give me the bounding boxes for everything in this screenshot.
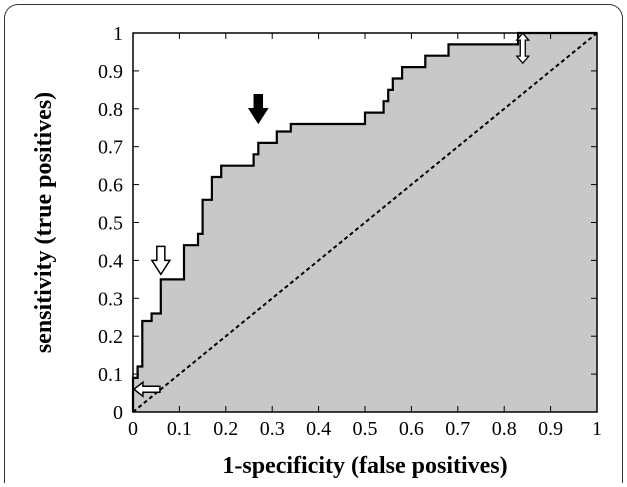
y-tick-labels: 0 0.1 0.2 0.3 0.4 0.5 0.6 0.7 0.8 0.9 1 [98, 23, 123, 424]
x-tick-label: 0.8 [492, 418, 517, 440]
x-tick-label: 0.3 [260, 418, 285, 440]
y-tick-label: 0.1 [98, 364, 123, 386]
figure-frame [4, 4, 623, 483]
y-tick-label: 1 [113, 23, 123, 45]
chart-annotations [132, 32, 531, 398]
chance-diagonal-line [132, 32, 598, 413]
x-tick-label: 0.5 [353, 418, 378, 440]
plot-axes [132, 32, 598, 413]
y-tick-label: 0.6 [98, 175, 123, 197]
x-tick-label: 0.9 [538, 418, 563, 440]
y-axis-title: sensitivity (true positives) [31, 92, 57, 353]
x-tick-label: 0.4 [306, 418, 331, 440]
y-tick-label: 0.2 [98, 326, 123, 348]
y-tick-label: 0.7 [98, 137, 123, 159]
y-tick-label: 0.5 [98, 213, 123, 235]
x-tick-label: 0.7 [445, 418, 470, 440]
x-axis-title: 1-specificity (false positives) [222, 453, 507, 479]
open-down-arrow-icon [150, 245, 172, 276]
roc-curve-line [131, 31, 597, 412]
chart-lines [131, 31, 598, 413]
x-tick-label: 0.2 [213, 418, 238, 440]
x-tick-label: 0.1 [167, 418, 192, 440]
y-tick-label: 0.4 [98, 250, 123, 272]
x-tick-label: 0.6 [399, 418, 424, 440]
open-left-arrow-icon [132, 380, 161, 398]
filled-down-arrow-icon [247, 94, 269, 125]
x-tick-label: 1 [592, 418, 602, 440]
open-up-down-arrow-icon [515, 32, 531, 65]
y-tick-label: 0.9 [98, 61, 123, 83]
y-tick-label: 0.8 [98, 99, 123, 121]
x-tick-labels: 0 0.1 0.2 0.3 0.4 0.5 0.6 0.7 0.8 0.9 1 [128, 418, 602, 440]
y-tick-label: 0.3 [98, 288, 123, 310]
y-tick-label: 0 [113, 402, 123, 424]
x-tick-label: 0 [128, 418, 138, 440]
